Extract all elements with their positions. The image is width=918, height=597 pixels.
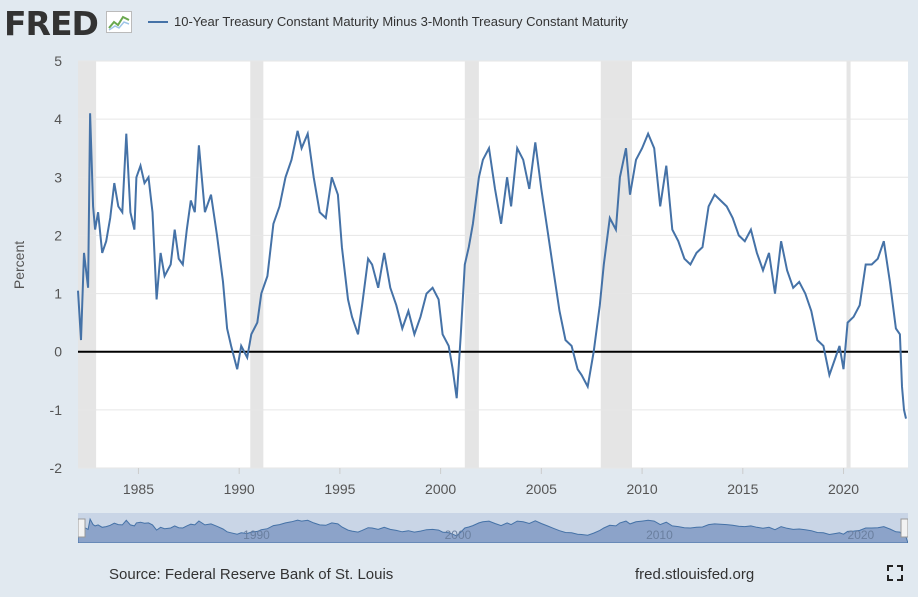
x-tick-label: 2020 bbox=[828, 481, 859, 497]
legend-label: 10-Year Treasury Constant Maturity Minus… bbox=[174, 14, 628, 29]
y-tick-label: 5 bbox=[54, 53, 62, 69]
y-tick-label: 3 bbox=[54, 169, 62, 185]
legend-swatch bbox=[148, 20, 168, 23]
navigator-label: 2010 bbox=[646, 528, 673, 542]
navigator-left-handle[interactable] bbox=[77, 518, 86, 538]
y-tick-label: 4 bbox=[54, 111, 62, 127]
x-tick-label: 1990 bbox=[224, 481, 255, 497]
gridlines bbox=[78, 60, 908, 469]
x-tick-label: 2010 bbox=[626, 481, 657, 497]
recession-band-1 bbox=[250, 61, 264, 468]
navigator-label: 1990 bbox=[243, 528, 270, 542]
y-tick-label: -1 bbox=[50, 402, 63, 418]
recession-band-3 bbox=[600, 61, 633, 468]
navigator-label: 2000 bbox=[445, 528, 472, 542]
x-axis-ticks: 1985 1990 1995 2000 2005 2010 2015 2020 bbox=[123, 468, 859, 497]
source-text: Source: Federal Reserve Bank of St. Loui… bbox=[109, 566, 394, 583]
line-chart[interactable]: -2 -1 0 1 2 3 4 5 1985 1990 1995 2000 2005 2010 2015 2… bbox=[0, 0, 918, 510]
y-tick-label: -2 bbox=[50, 460, 63, 476]
chart-legend[interactable]: 10-Year Treasury Constant Maturity Minus… bbox=[148, 14, 628, 29]
fred-logo[interactable]: FRED bbox=[4, 4, 99, 43]
y-tick-label: 0 bbox=[54, 344, 62, 360]
y-tick-label: 1 bbox=[54, 286, 62, 302]
x-tick-label: 1985 bbox=[123, 481, 154, 497]
x-tick-label: 2015 bbox=[727, 481, 758, 497]
series-line[interactable] bbox=[77, 113, 907, 419]
recession-band-2 bbox=[464, 61, 479, 468]
x-tick-label: 2005 bbox=[526, 481, 557, 497]
navigator-label: 2020 bbox=[848, 528, 875, 542]
navigator-series-area bbox=[77, 517, 909, 544]
navigator-labels: 1990 2000 2010 2020 bbox=[243, 528, 874, 542]
navigator-svg[interactable]: 1990 2000 2010 2020 bbox=[77, 513, 909, 544]
x-tick-label: 2000 bbox=[425, 481, 456, 497]
x-tick-label: 1995 bbox=[324, 481, 355, 497]
chart-header: FRED 10-Year Treasury Constant Maturity … bbox=[0, 0, 918, 50]
navigator-right-handle[interactable] bbox=[900, 518, 909, 538]
y-axis-ticks: -2 -1 0 1 2 3 4 5 bbox=[50, 53, 63, 476]
range-navigator[interactable]: 1990 2000 2010 2020 bbox=[77, 513, 909, 544]
recession-bands bbox=[78, 61, 851, 468]
recession-band-4 bbox=[846, 61, 851, 468]
recession-band-0 bbox=[78, 61, 97, 468]
chart-line-icon bbox=[106, 11, 132, 33]
plot-area bbox=[78, 61, 908, 468]
y-tick-label: 2 bbox=[54, 227, 62, 243]
source-url[interactable]: fred.stlouisfed.org bbox=[635, 566, 755, 583]
y-axis-label: Percent bbox=[11, 241, 27, 289]
fullscreen-icon[interactable] bbox=[886, 564, 904, 582]
